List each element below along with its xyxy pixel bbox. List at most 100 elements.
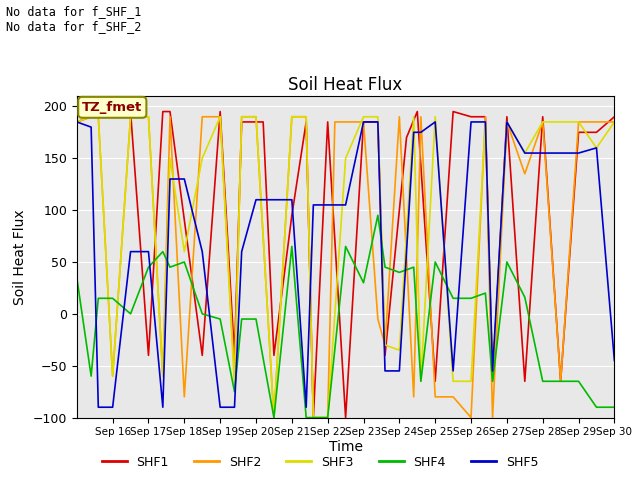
SHF2 bbox=[342, 119, 349, 125]
SHF2 bbox=[481, 114, 489, 120]
Title: Soil Heat Flux: Soil Heat Flux bbox=[289, 76, 403, 95]
SHF3 bbox=[127, 114, 134, 120]
SHF3 bbox=[95, 114, 102, 120]
SHF3 bbox=[611, 119, 618, 125]
SHF2 bbox=[145, 114, 152, 120]
SHF3 bbox=[396, 348, 403, 353]
SHF5 bbox=[216, 404, 224, 410]
SHF4 bbox=[302, 415, 310, 420]
SHF5 bbox=[521, 150, 529, 156]
SHF5 bbox=[109, 404, 116, 410]
SHF1 bbox=[166, 108, 174, 114]
SHF5 bbox=[381, 368, 389, 374]
SHF3 bbox=[166, 156, 174, 161]
SHF4 bbox=[288, 243, 296, 249]
SHF3 bbox=[73, 119, 81, 125]
SHF1 bbox=[145, 352, 152, 358]
SHF4 bbox=[521, 294, 529, 300]
SHF3 bbox=[180, 249, 188, 254]
SHF3 bbox=[342, 156, 349, 161]
SHF3 bbox=[521, 150, 529, 156]
SHF2 bbox=[324, 415, 332, 420]
SHF2 bbox=[575, 119, 582, 125]
SHF5 bbox=[503, 119, 511, 125]
SHF3 bbox=[216, 114, 224, 120]
SHF2 bbox=[611, 119, 618, 125]
SHF4 bbox=[238, 316, 246, 322]
SHF3 bbox=[467, 378, 475, 384]
SHF2 bbox=[467, 415, 475, 420]
SHF3 bbox=[381, 342, 389, 348]
SHF1 bbox=[481, 114, 489, 120]
SHF1 bbox=[230, 352, 238, 358]
SHF4 bbox=[145, 264, 152, 270]
SHF4 bbox=[109, 295, 116, 301]
SHF5 bbox=[252, 197, 260, 203]
SHF3 bbox=[539, 119, 547, 125]
Line: SHF2: SHF2 bbox=[77, 117, 614, 418]
SHF4 bbox=[449, 295, 457, 301]
SHF5 bbox=[593, 145, 600, 151]
SHF1 bbox=[87, 114, 95, 120]
SHF1 bbox=[216, 108, 224, 114]
SHF5 bbox=[310, 202, 317, 208]
SHF5 bbox=[342, 202, 349, 208]
SHF5 bbox=[166, 176, 174, 182]
SHF3 bbox=[87, 114, 95, 120]
SHF2 bbox=[593, 119, 600, 125]
SHF4 bbox=[374, 213, 381, 218]
SHF3 bbox=[557, 119, 564, 125]
SHF3 bbox=[159, 373, 166, 379]
SHF1 bbox=[360, 119, 367, 125]
Line: SHF1: SHF1 bbox=[77, 111, 614, 418]
SHF5 bbox=[431, 119, 439, 125]
SHF5 bbox=[198, 249, 206, 254]
SHF5 bbox=[374, 119, 381, 125]
SHF5 bbox=[127, 249, 134, 254]
SHF3 bbox=[489, 378, 497, 384]
SHF1 bbox=[413, 108, 421, 114]
SHF4 bbox=[310, 415, 317, 420]
SHF5 bbox=[324, 202, 332, 208]
SHF3 bbox=[593, 145, 600, 151]
SHF4 bbox=[611, 404, 618, 410]
SHF1 bbox=[467, 114, 475, 120]
SHF4 bbox=[381, 264, 389, 270]
SHF1 bbox=[159, 108, 166, 114]
SHF1 bbox=[575, 130, 582, 135]
SHF4 bbox=[481, 290, 489, 296]
SHF3 bbox=[145, 114, 152, 120]
SHF5 bbox=[417, 130, 425, 135]
SHF2 bbox=[396, 114, 403, 120]
SHF2 bbox=[539, 119, 547, 125]
SHF4 bbox=[467, 295, 475, 301]
SHF2 bbox=[381, 342, 389, 348]
SHF4 bbox=[73, 275, 81, 280]
SHF3 bbox=[109, 373, 116, 379]
SHF5 bbox=[238, 249, 246, 254]
SHF5 bbox=[489, 368, 497, 374]
SHF5 bbox=[611, 358, 618, 363]
SHF5 bbox=[288, 197, 296, 203]
SHF1 bbox=[198, 352, 206, 358]
SHF5 bbox=[481, 119, 489, 125]
SHF4 bbox=[324, 415, 332, 420]
SHF3 bbox=[302, 114, 310, 120]
Line: SHF5: SHF5 bbox=[77, 122, 614, 407]
SHF2 bbox=[331, 119, 339, 125]
SHF5 bbox=[360, 119, 367, 125]
SHF3 bbox=[481, 119, 489, 125]
SHF2 bbox=[410, 394, 417, 400]
SHF1 bbox=[127, 108, 134, 114]
SHF4 bbox=[230, 389, 238, 395]
SHF5 bbox=[410, 130, 417, 135]
SHF2 bbox=[449, 394, 457, 400]
Y-axis label: Soil Heat Flux: Soil Heat Flux bbox=[13, 209, 27, 305]
SHF3 bbox=[360, 114, 367, 120]
SHF1 bbox=[259, 119, 267, 125]
SHF4 bbox=[342, 243, 349, 249]
SHF3 bbox=[310, 415, 317, 420]
SHF4 bbox=[503, 259, 511, 265]
X-axis label: Time: Time bbox=[328, 440, 363, 454]
SHF1 bbox=[431, 378, 439, 384]
